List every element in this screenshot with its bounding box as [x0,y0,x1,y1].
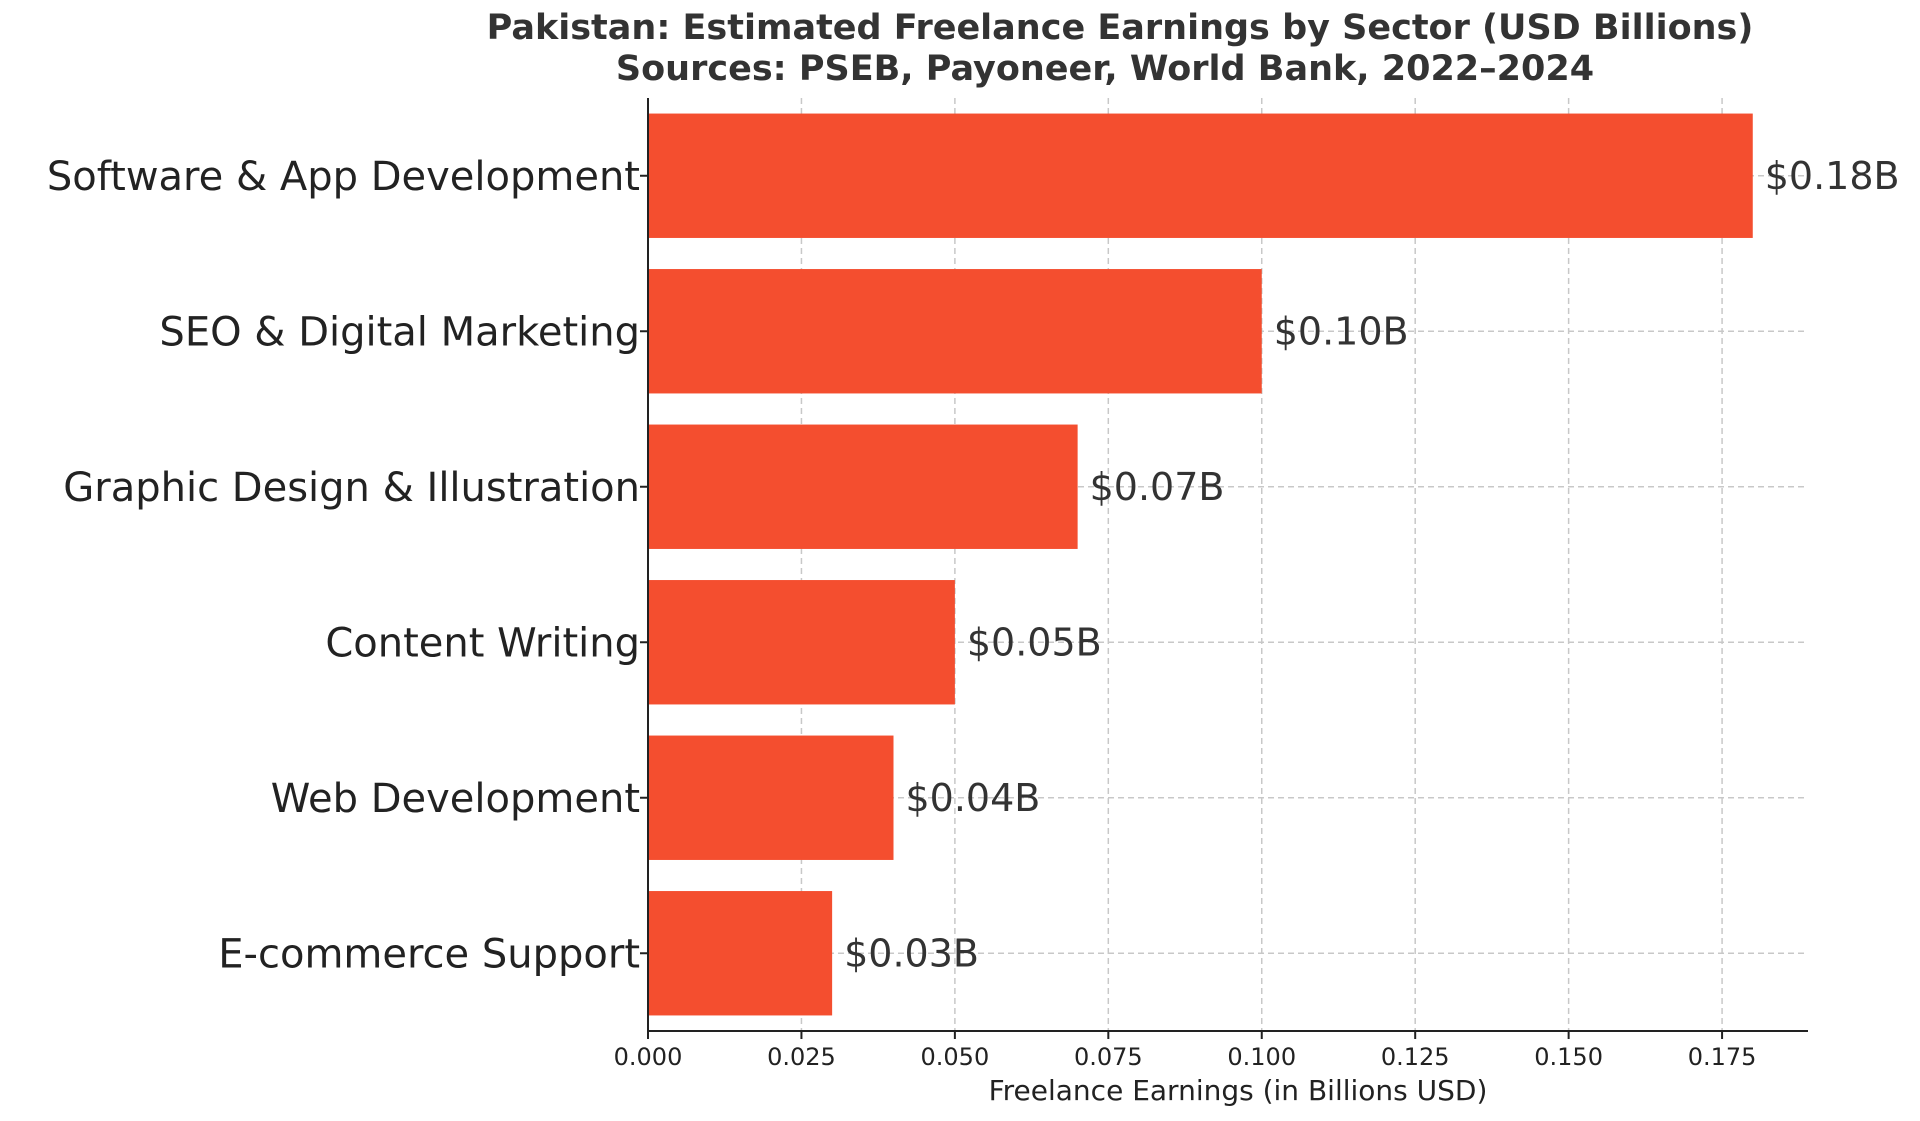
x-tick-label: 0.025 [767,1043,836,1071]
bar-value-label: $0.07B [1090,465,1225,509]
x-tick-label: 0.125 [1381,1043,1450,1071]
y-category-label: Content Writing [325,620,640,666]
labels: $0.18B $0.10B $0.07B $0.05B $0.04B $0.03B 0.00… [47,154,1900,1071]
y-category-label: Software & App Development [47,154,640,200]
bar-value-label: $0.05B [967,620,1102,664]
x-tick-label: 0.100 [1227,1043,1296,1071]
bar [648,891,833,1016]
bar [648,424,1078,549]
chart-title-line: Pakistan: Estimated Freelance Earnings b… [486,8,1754,48]
y-category-label: E-commerce Support [218,931,640,977]
bar [648,735,894,860]
x-tick-label: 0.150 [1534,1043,1603,1071]
y-category-label: SEO & Digital Marketing [159,309,640,355]
bar [648,580,955,705]
axes [640,98,1808,1039]
x-tick-label: 0.000 [614,1043,683,1071]
bar-value-label: $0.10B [1274,309,1409,353]
chart-title: Pakistan: Estimated Freelance Earnings b… [0,8,1920,90]
y-category-label: Web Development [271,776,640,822]
chart-subtitle: Sources: PSEB, Payoneer, World Bank, 202… [615,49,1595,89]
x-tick-label: 0.075 [1074,1043,1143,1071]
bar [648,269,1262,394]
x-tick-label: 0.175 [1688,1043,1757,1071]
bars [648,113,1753,1016]
bar-value-label: $0.04B [906,776,1041,820]
bar [648,113,1753,238]
y-category-label: Graphic Design & Illustration [63,465,640,511]
bar-value-label: $0.03B [844,931,979,975]
bar-value-label: $0.18B [1765,154,1900,198]
x-tick-label: 0.050 [921,1043,990,1071]
x-axis-title: Freelance Earnings (in Billions USD) [989,1074,1488,1107]
